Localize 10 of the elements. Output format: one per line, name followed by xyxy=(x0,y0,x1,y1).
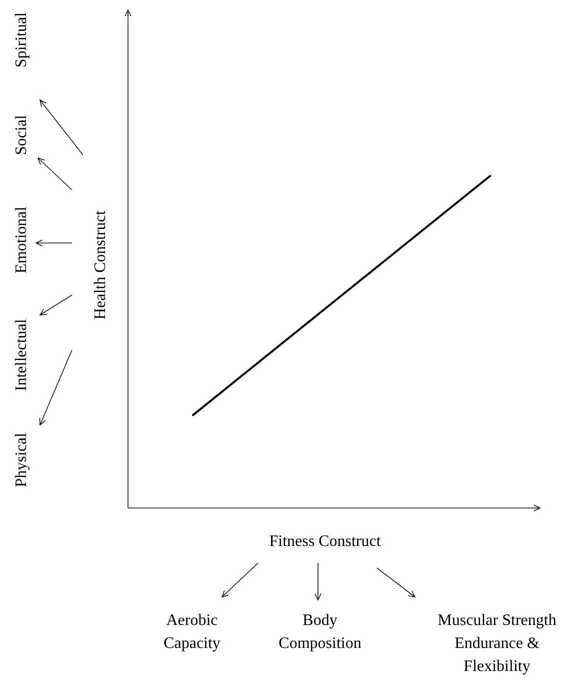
text: Aerobic Capacity xyxy=(164,612,220,652)
text: Social xyxy=(13,114,30,155)
text: Spiritual xyxy=(13,12,30,68)
text: Emotional xyxy=(13,206,30,274)
text: Muscular Strength Endurance & Flexibility xyxy=(438,612,556,675)
y-axis-title: Health Construct xyxy=(92,210,109,320)
text: Intellectual xyxy=(13,318,30,391)
text: Physical xyxy=(13,432,30,488)
x-axis-title: Fitness Construct xyxy=(269,533,382,550)
text: Body Composition xyxy=(278,612,362,652)
